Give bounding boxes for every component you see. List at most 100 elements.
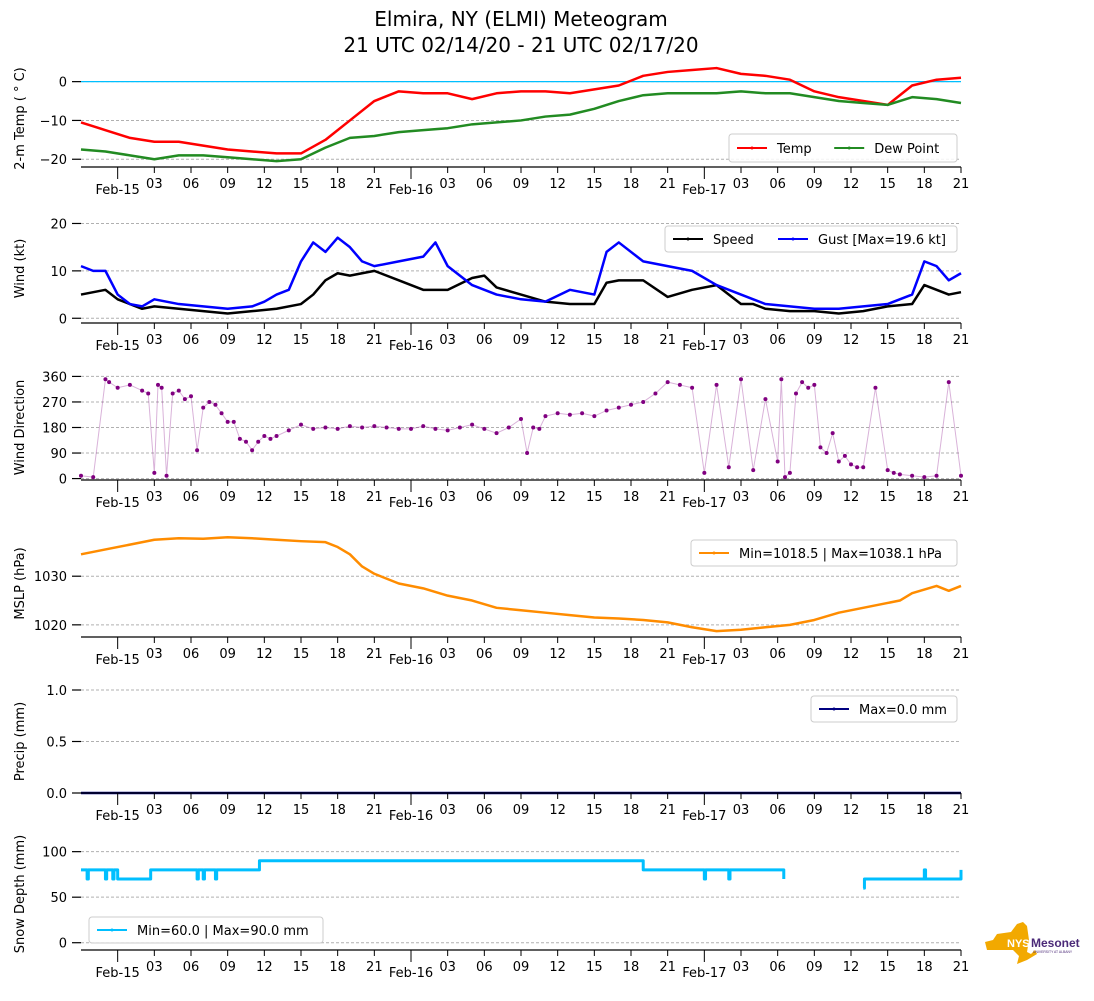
x-day-label: Feb-17 xyxy=(682,339,726,354)
x-day-label: Feb-17 xyxy=(682,653,726,668)
data-point xyxy=(653,391,658,396)
y-tick-label: 1030 xyxy=(34,570,67,585)
x-tick-label: 12 xyxy=(256,647,273,662)
data-point xyxy=(107,380,112,385)
logo-brand-text: Mesonet xyxy=(1031,936,1080,950)
x-tick-label: 21 xyxy=(366,333,383,348)
x-tick-label: 03 xyxy=(439,647,456,662)
x-tick-label: 09 xyxy=(513,960,530,975)
y-tick-label: 0 xyxy=(59,312,67,327)
x-tick-label: 21 xyxy=(366,647,383,662)
x-tick-label: 06 xyxy=(769,177,786,192)
x-tick-label: 09 xyxy=(806,333,823,348)
data-point xyxy=(849,462,853,467)
x-tick-label: 06 xyxy=(476,490,493,505)
x-tick-label: 15 xyxy=(879,490,896,505)
x-tick-label: 06 xyxy=(476,647,493,662)
data-point xyxy=(201,405,206,410)
data-point xyxy=(482,426,487,431)
series-line-dew xyxy=(80,90,962,163)
data-point xyxy=(156,382,160,387)
y-tick-label: 20 xyxy=(50,217,67,232)
x-tick-label: 18 xyxy=(329,803,346,818)
data-point xyxy=(830,431,835,436)
y-tick-label: −10 xyxy=(40,114,67,129)
x-tick-label: 03 xyxy=(733,490,750,505)
x-tick-label: 06 xyxy=(769,490,786,505)
x-tick-label: 12 xyxy=(256,177,273,192)
x-tick-label: 15 xyxy=(586,177,603,192)
x-tick-label: 12 xyxy=(843,960,860,975)
x-tick-label: 03 xyxy=(146,333,163,348)
x-tick-label: 12 xyxy=(843,177,860,192)
x-tick-label: 15 xyxy=(293,490,310,505)
data-point xyxy=(195,448,200,453)
data-point xyxy=(409,426,413,431)
x-tick-label: 21 xyxy=(366,177,383,192)
x-tick-label: 21 xyxy=(953,803,970,818)
y-tick-label: −20 xyxy=(40,153,67,168)
x-tick-label: 12 xyxy=(549,803,566,818)
data-point xyxy=(946,380,951,385)
x-tick-label: 03 xyxy=(146,960,163,975)
data-point xyxy=(176,388,181,393)
x-tick-label: 21 xyxy=(659,960,676,975)
data-point xyxy=(170,391,175,396)
x-tick-label: 09 xyxy=(806,177,823,192)
data-point xyxy=(213,402,218,407)
x-tick-label: 18 xyxy=(623,333,640,348)
data-point xyxy=(311,426,316,431)
x-tick-label: 15 xyxy=(586,647,603,662)
data-point xyxy=(800,380,805,385)
series-line-min xyxy=(81,859,786,881)
data-point xyxy=(164,473,169,478)
legend-marker xyxy=(712,551,716,555)
x-tick-label: 12 xyxy=(256,333,273,348)
legend-marker xyxy=(832,707,836,711)
x-tick-label: 21 xyxy=(366,960,383,975)
data-point xyxy=(347,424,352,429)
x-tick-label: 09 xyxy=(806,647,823,662)
legend-label: Gust [Max=19.6 kt] xyxy=(818,233,946,248)
data-point xyxy=(604,408,609,413)
chart-title-line1: Elmira, NY (ELMI) Meteogram xyxy=(374,7,668,31)
series-line-gust xyxy=(80,236,962,311)
x-tick-label: 09 xyxy=(219,960,236,975)
data-point xyxy=(506,425,511,430)
x-day-label: Feb-17 xyxy=(682,183,726,198)
y-axis-label: Wind (kt) xyxy=(13,239,28,299)
x-tick-label: 03 xyxy=(146,177,163,192)
x-tick-label: 18 xyxy=(623,960,640,975)
x-tick-label: 21 xyxy=(953,177,970,192)
data-point xyxy=(231,419,236,424)
chart-title-line2: 21 UTC 02/14/20 - 21 UTC 02/17/20 xyxy=(343,33,699,57)
x-tick-label: 09 xyxy=(513,803,530,818)
data-point xyxy=(335,426,340,431)
data-point xyxy=(146,391,151,396)
x-tick-label: 15 xyxy=(293,333,310,348)
x-day-label: Feb-17 xyxy=(682,966,726,981)
data-point xyxy=(494,431,499,436)
legend: Max=0.0 mm xyxy=(810,695,958,723)
x-tick-label: 06 xyxy=(769,960,786,975)
x-tick-label: 06 xyxy=(183,490,200,505)
legend-marker xyxy=(750,146,754,150)
data-point xyxy=(159,385,164,390)
x-tick-label: 06 xyxy=(769,803,786,818)
x-tick-label: 09 xyxy=(513,647,530,662)
data-point xyxy=(237,436,242,441)
x-tick-label: 06 xyxy=(769,333,786,348)
x-tick-label: 18 xyxy=(329,490,346,505)
x-tick-label: 03 xyxy=(733,333,750,348)
x-tick-label: 12 xyxy=(549,177,566,192)
legend-box xyxy=(88,916,324,944)
x-tick-label: 06 xyxy=(183,803,200,818)
data-point xyxy=(555,411,560,416)
legend-label: Temp xyxy=(776,142,812,157)
x-tick-label: 21 xyxy=(366,490,383,505)
y-tick-label: 0 xyxy=(59,76,67,91)
data-point xyxy=(580,411,585,416)
x-tick-label: 21 xyxy=(659,333,676,348)
data-point xyxy=(739,377,743,382)
